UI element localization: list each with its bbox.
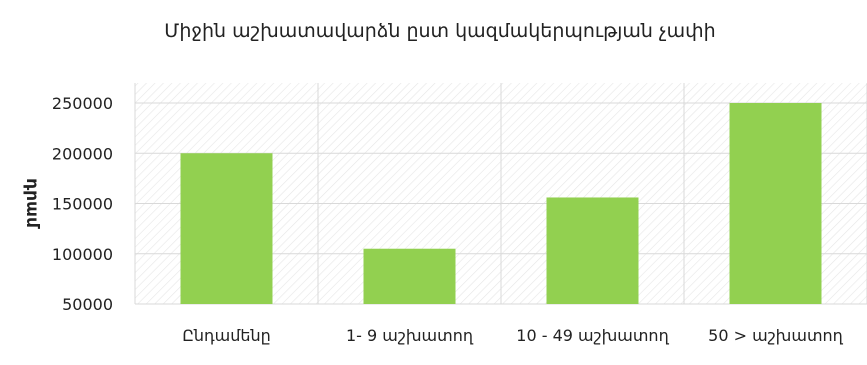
x-category-label: 10 - 49 աշխատող xyxy=(516,326,669,345)
y-axis-ticks: 50000 100000 150000 200000 250000 xyxy=(52,94,113,314)
y-tick-label: 250000 xyxy=(52,94,113,113)
x-category-label: 1- 9 աշխատող xyxy=(346,326,474,345)
y-tick-label: 50000 xyxy=(62,295,113,314)
y-tick-label: 150000 xyxy=(52,195,113,214)
y-tick-label: 100000 xyxy=(52,245,113,264)
x-axis-categories: Ընդամենը 1- 9 աշխատող 10 - 49 աշխատող 50 > … xyxy=(182,326,843,345)
bar xyxy=(546,197,639,304)
y-axis-label: դրամ xyxy=(22,178,42,229)
bar xyxy=(180,153,273,304)
chart-title: Միջին աշխատավարձն ըստ կազմակերպության չա… xyxy=(164,20,715,42)
bars xyxy=(180,103,822,304)
bar xyxy=(729,103,822,304)
y-tick-label: 200000 xyxy=(52,144,113,163)
x-category-label: 50 > աշխատող xyxy=(708,326,843,345)
x-category-label: Ընդամենը xyxy=(182,326,271,345)
bar xyxy=(363,248,456,304)
